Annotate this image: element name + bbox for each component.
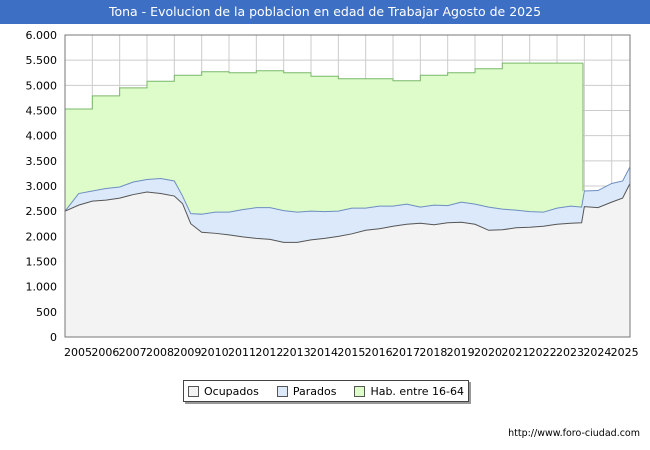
x-tick-label: 2023 xyxy=(556,346,584,359)
x-tick-label: 2016 xyxy=(365,346,393,359)
legend-label-ocupados: Ocupados xyxy=(203,384,259,398)
y-tick-label: 2.000 xyxy=(26,230,58,243)
series-lines xyxy=(64,62,631,243)
legend: Ocupados Parados Hab. entre 16-64 xyxy=(183,380,469,402)
series-areas xyxy=(65,63,630,337)
x-tick-label: 2005 xyxy=(64,346,92,359)
x-tick-label: 2010 xyxy=(201,346,229,359)
y-tick-label: 3.500 xyxy=(26,155,58,168)
y-tick-label: 4.000 xyxy=(26,130,58,143)
x-tick-label: 2018 xyxy=(419,346,447,359)
y-tick-label: 2.500 xyxy=(26,205,58,218)
legend-label-habitantes: Hab. entre 16-64 xyxy=(370,384,464,398)
legend-swatch-habitantes xyxy=(354,385,366,397)
x-tick-label: 2022 xyxy=(529,346,557,359)
chart-title: Tona - Evolucion de la poblacion en edad… xyxy=(0,0,650,24)
y-axis: 0 500 1.000 1.500 2.000 2.500 3.000 3.500 4.000 4… xyxy=(26,29,58,344)
x-axis: 2005 2006 2007 2008 2009 2010 2011 2012 2013 2014… xyxy=(64,346,639,359)
x-tick-label: 2020 xyxy=(474,346,502,359)
x-tick-label: 2006 xyxy=(91,346,119,359)
x-tick-label: 2019 xyxy=(447,346,475,359)
x-tick-label: 2011 xyxy=(228,346,256,359)
line-ocupados xyxy=(64,183,631,243)
y-tick-label: 5.500 xyxy=(26,54,58,67)
x-tick-label: 2025 xyxy=(611,346,639,359)
x-tick-label: 2008 xyxy=(146,346,174,359)
x-tick-label: 2013 xyxy=(283,346,311,359)
legend-swatch-ocupados xyxy=(187,385,199,397)
source-link[interactable]: http://www.foro-ciudad.com xyxy=(508,428,640,439)
legend-item-habitantes: Hab. entre 16-64 xyxy=(354,385,464,398)
plot-border xyxy=(64,34,631,338)
line-hab-entre-16-64 xyxy=(65,62,583,110)
x-tick-label: 2009 xyxy=(173,346,201,359)
legend-label-parados: Parados xyxy=(292,384,337,398)
x-tick-label: 2007 xyxy=(119,346,147,359)
y-tick-label: 4.500 xyxy=(26,105,58,118)
line-parados xyxy=(64,166,631,215)
x-tick-label: 2014 xyxy=(310,346,338,359)
x-tick-label: 2021 xyxy=(501,346,529,359)
legend-swatch-parados xyxy=(276,385,288,397)
x-tick-label: 2017 xyxy=(392,346,420,359)
x-tick-label: 2015 xyxy=(337,346,365,359)
y-tick-label: 500 xyxy=(36,306,57,319)
legend-item-parados: Parados xyxy=(276,384,337,398)
y-tick-label: 3.000 xyxy=(26,180,58,193)
x-tick-label: 2012 xyxy=(255,346,283,359)
y-tick-label: 0 xyxy=(50,331,57,344)
y-tick-label: 1.000 xyxy=(26,281,58,294)
y-tick-label: 6.000 xyxy=(26,29,58,42)
y-tick-label: 1.500 xyxy=(26,256,58,269)
y-tick-label: 5.000 xyxy=(26,79,58,92)
legend-item-ocupados: Ocupados xyxy=(187,384,259,398)
area-ocupados xyxy=(65,183,630,337)
x-tick-label: 2024 xyxy=(583,346,611,359)
